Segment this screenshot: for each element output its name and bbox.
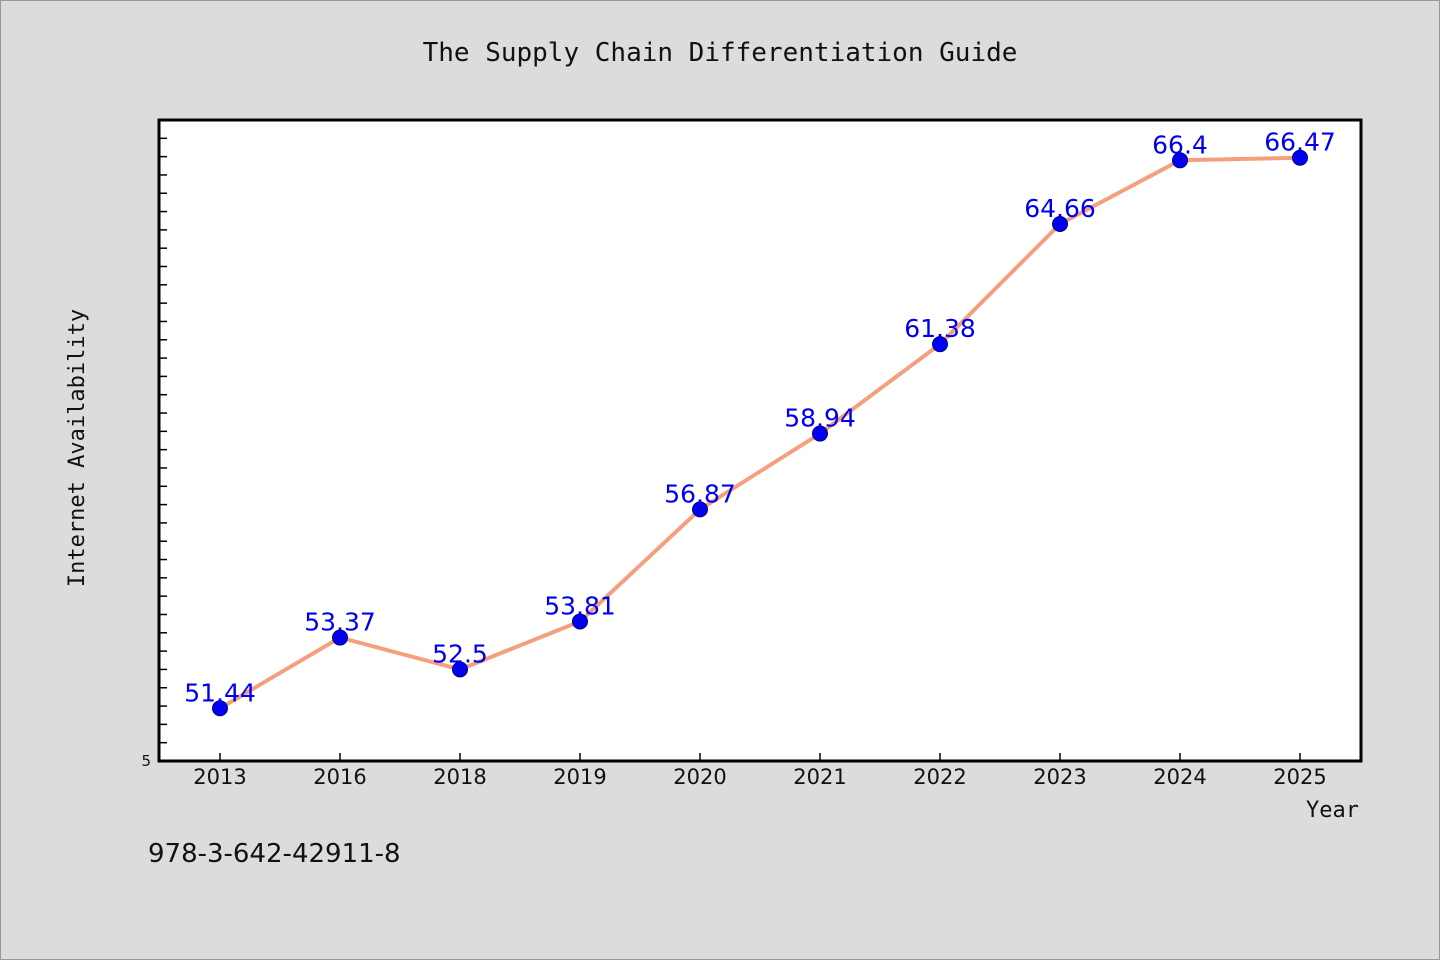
x-tick-label: 2025 [1273, 765, 1326, 789]
data-label: 58.94 [784, 404, 856, 433]
data-label: 66.47 [1264, 128, 1336, 157]
series-layer [218, 155, 1302, 711]
data-label: 52.5 [432, 639, 488, 668]
data-point [572, 613, 588, 630]
x-tick-label: 2013 [193, 765, 246, 789]
plot-area [157, 118, 1363, 763]
data-point [932, 336, 948, 353]
x-tick-label: 2022 [913, 765, 966, 789]
y-axis-title: Internet Availability [65, 309, 90, 587]
data-label: 66.4 [1152, 130, 1208, 159]
x-tick-label: 2024 [1153, 765, 1206, 789]
series-line [218, 155, 1302, 711]
data-point [1052, 216, 1068, 233]
x-tick-label: 2021 [793, 765, 846, 789]
data-label: 53.81 [544, 591, 616, 620]
data-label: 51.44 [184, 678, 256, 707]
data-point [1172, 152, 1188, 169]
data-label-layer: 51.44 53.37 52.5 53.81 56.87 58.94 61.38 64.66 6… [184, 128, 1336, 708]
data-point [1292, 149, 1308, 166]
y-tick-label: 5 [141, 752, 151, 770]
x-axis-title: Year [1306, 798, 1359, 823]
data-label: 53.37 [304, 608, 376, 637]
isbn-footer: 978-3-642-42911-8 [148, 839, 401, 869]
x-axis-ticks: 2013 2016 2018 2019 2020 2021 2022 2023 2024 2025 [193, 753, 1327, 789]
chart-title: The Supply Chain Differentiation Guide [423, 38, 1018, 68]
marker-layer [212, 149, 1308, 717]
x-tick-label: 2023 [1033, 765, 1086, 789]
data-label: 64.66 [1024, 194, 1096, 223]
data-point [212, 700, 228, 717]
data-point [332, 629, 348, 646]
x-tick-label: 2018 [433, 765, 486, 789]
data-label: 56.87 [664, 479, 736, 508]
x-tick-label: 2016 [313, 765, 366, 789]
x-tick-label: 2020 [673, 765, 726, 789]
data-point [812, 425, 828, 442]
data-point [692, 501, 708, 518]
data-point [452, 661, 468, 678]
y-axis-ticks: 5 [141, 137, 167, 770]
data-label: 61.38 [904, 314, 976, 343]
x-tick-label: 2019 [553, 765, 606, 789]
